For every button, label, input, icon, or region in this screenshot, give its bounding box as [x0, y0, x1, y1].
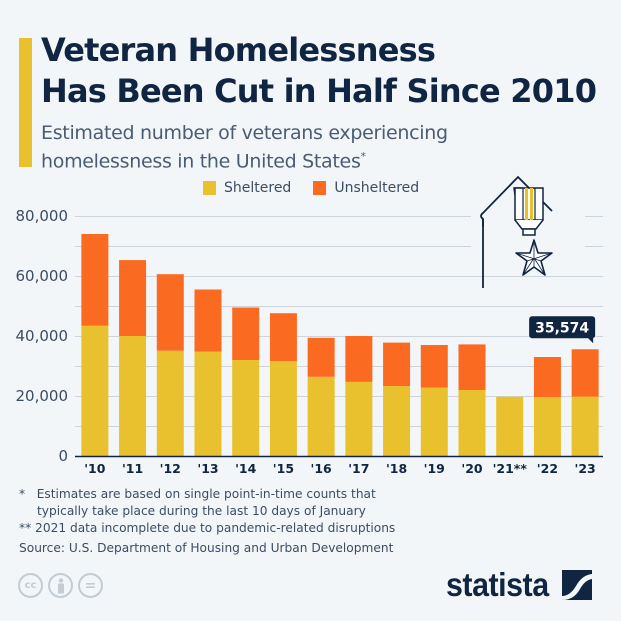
bar-unsheltered-12: [533, 357, 561, 398]
bar-unsheltered-1: [119, 260, 147, 336]
x-axis-labels: '10 '11 '12 '13 '14 '15 '16 '17 '18 '19 '20 '21** '2…: [84, 461, 596, 476]
bar-sheltered-6: [307, 376, 335, 456]
bar-unsheltered-9: [420, 345, 448, 388]
person-icon: [57, 577, 64, 593]
medal-icon: [513, 187, 553, 276]
x-tick-label: '23: [575, 461, 596, 476]
bar-unsheltered-8: [383, 342, 411, 387]
statista-mark-icon: [561, 570, 592, 600]
x-tick-label: '15: [273, 461, 294, 476]
bar-sheltered-13: [571, 396, 599, 456]
bar-sheltered-0: [81, 325, 109, 456]
cc-icon-label: cc: [24, 580, 37, 591]
x-tick-label: '10: [84, 461, 106, 476]
bar-unsheltered-0: [81, 234, 109, 326]
house-outline-icon: [480, 175, 553, 227]
legend-item-sheltered: Sheltered: [203, 180, 291, 196]
bar-sheltered-1: [119, 336, 147, 456]
callout-pointer: [587, 337, 594, 344]
bar-unsheltered-2: [156, 274, 184, 351]
bar-unsheltered-6: [307, 337, 335, 377]
legend-item-unsheltered: Unsheltered: [313, 180, 419, 196]
x-tick-label: '16: [311, 461, 333, 476]
chart-subtitle: Estimated number of veterans experiencin…: [41, 121, 448, 173]
footnotes: * Estimates are based on single point-in…: [19, 486, 395, 557]
subtitle-footnote-mark: *: [360, 150, 367, 163]
bar-unsheltered-5: [269, 313, 297, 362]
footnote-1-text: Estimates are based on single point-in-t…: [36, 487, 376, 501]
statista-wordmark: statista: [446, 566, 549, 603]
title-accent-bar: [19, 38, 32, 167]
footnote-1-line-2: typically take place during the last 10 …: [37, 504, 366, 518]
y-tick-label: 60,000: [16, 267, 69, 285]
bars: [81, 234, 599, 456]
bar-unsheltered-3: [194, 289, 222, 352]
bar-sheltered-3: [194, 351, 222, 456]
x-tick-label: '14: [235, 461, 257, 476]
callout-box: [529, 316, 596, 339]
bar-sheltered-8: [383, 386, 411, 456]
x-tick-label: '19: [424, 461, 445, 476]
title-line-2: Has Been Cut in Half Since 2010: [41, 72, 597, 110]
footnote-2: ** 2021 data incomplete due to pandemic-…: [19, 521, 396, 535]
bar-sheltered-2: [156, 350, 184, 456]
chart-title: Veteran Homelessness Has Been Cut in Hal…: [41, 30, 597, 112]
bar-sheltered-7: [345, 381, 373, 456]
x-tick-label: '21**: [493, 461, 528, 476]
bar-sheltered-9: [420, 387, 448, 456]
y-tick-label: 0: [58, 447, 68, 465]
bar-unsheltered-7: [345, 336, 373, 382]
x-tick-label: '13: [197, 461, 218, 476]
subtitle-line-2-text: homelessness in the United States: [41, 150, 361, 173]
legend: Sheltered Unsheltered: [203, 180, 419, 196]
attribution-icon[interactable]: [48, 573, 73, 598]
bar-sheltered-10: [458, 390, 486, 456]
license-icons: cc =: [18, 573, 103, 598]
x-tick-label: '12: [160, 461, 181, 476]
x-tick-label: '11: [122, 461, 143, 476]
legend-label-unsheltered: Unsheltered: [334, 180, 420, 196]
footnote-1-line-1: * Estimates are based on single point-in…: [19, 486, 395, 503]
y-tick-label: 40,000: [16, 327, 69, 345]
bar-unsheltered-4: [232, 307, 260, 360]
x-tick-label: '17: [348, 461, 369, 476]
bar-sheltered-12: [533, 397, 561, 456]
y-tick-label: 20,000: [16, 387, 69, 405]
legend-swatch-unsheltered: [313, 181, 327, 195]
bar-sheltered-5: [269, 361, 297, 456]
value-callout: 35,574: [529, 316, 596, 344]
title-line-1: Veteran Homelessness: [41, 31, 436, 69]
x-tick-label: '20: [461, 461, 483, 476]
no-derivatives-icon[interactable]: =: [78, 573, 103, 598]
y-axis-ticks: 0 20,000 40,000 60,000 80,000: [16, 207, 69, 465]
bar-unsheltered-13: [571, 349, 599, 397]
bar-unsheltered-10: [458, 344, 486, 390]
subtitle-line-1: Estimated number of veterans experiencin…: [41, 122, 448, 144]
footnote-1-mark: *: [19, 487, 26, 501]
house-medal-illustration: [471, 150, 585, 288]
subtitle-line-2: homelessness in the United States*: [41, 145, 448, 173]
no-derivatives-icon-label: =: [84, 577, 97, 594]
ribbon-stripe-2: [530, 188, 533, 222]
x-tick-label: '18: [386, 461, 407, 476]
callout-label: 35,574: [535, 320, 589, 336]
ribbon-body: [514, 187, 544, 221]
star-facets: [515, 240, 553, 276]
x-tick-label: '22: [537, 461, 558, 476]
medal-hanger: [522, 228, 536, 236]
source-note: Source: U.S. Department of Housing and U…: [19, 541, 394, 555]
legend-label-sheltered: Sheltered: [224, 180, 292, 196]
bar-sheltered-11: [496, 396, 524, 456]
y-tick-label: 80,000: [16, 207, 69, 225]
bar-sheltered-4: [232, 360, 260, 456]
statista-logo[interactable]: statista: [446, 566, 592, 604]
cc-icon[interactable]: cc: [18, 573, 43, 598]
legend-swatch-sheltered: [203, 181, 216, 195]
ribbon-stripe-1: [525, 188, 528, 222]
